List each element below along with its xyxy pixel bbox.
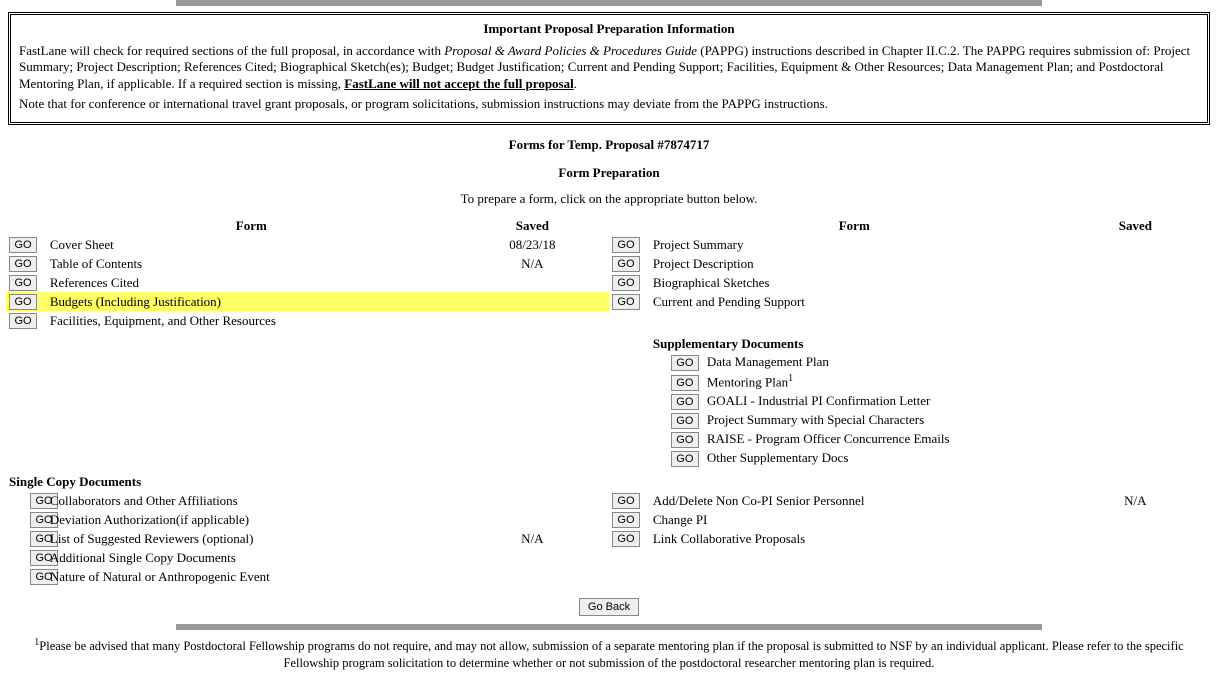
go-button[interactable]: GO: [671, 375, 699, 391]
go-button[interactable]: GO: [612, 294, 640, 310]
form-label: Facilities, Equipment, and Other Resourc…: [47, 311, 456, 330]
form-label: Project Summary: [650, 235, 1059, 254]
form-label: Cover Sheet: [47, 235, 456, 254]
instruction-text: To prepare a form, click on the appropri…: [6, 191, 1212, 207]
go-button[interactable]: GO: [612, 512, 640, 528]
form-header-right: Form: [650, 217, 1059, 235]
info-p1-italic: Proposal & Award Policies & Procedures G…: [444, 43, 697, 58]
saved-value: [1059, 254, 1212, 273]
saved-value: [456, 510, 609, 529]
saved-header-right: Saved: [1059, 217, 1212, 235]
single-copy-documents-heading: Single Copy Documents: [6, 468, 609, 491]
form-label: Table of Contents: [47, 254, 456, 273]
go-button[interactable]: GO: [9, 237, 37, 253]
form-label: Change PI: [650, 510, 1059, 529]
bottom-divider: [176, 624, 1042, 630]
top-divider: [176, 0, 1042, 6]
form-header-left: Form: [47, 217, 456, 235]
go-button[interactable]: GO: [612, 275, 640, 291]
go-button[interactable]: GO: [671, 451, 699, 467]
info-p1-underline: FastLane will not accept the full propos…: [344, 76, 573, 91]
saved-value: [456, 311, 609, 330]
info-box: Important Proposal Preparation Informati…: [8, 12, 1210, 125]
form-label: Budgets (Including Justification): [47, 292, 456, 311]
saved-value: [1059, 235, 1212, 254]
go-button[interactable]: GO: [671, 413, 699, 429]
saved-value: [456, 491, 609, 510]
go-button[interactable]: GO: [671, 394, 699, 410]
form-label: GORAISE - Program Officer Concurrence Em…: [650, 430, 1059, 449]
saved-header-left: Saved: [456, 217, 609, 235]
go-button[interactable]: GO: [9, 256, 37, 272]
forms-title: Forms for Temp. Proposal #7874717: [6, 137, 1212, 153]
footnote-text: Please be advised that many Postdoctoral…: [39, 639, 1183, 669]
saved-value: [1059, 292, 1212, 311]
info-p1-a: FastLane will check for required section…: [19, 43, 444, 58]
go-button[interactable]: GO: [612, 256, 640, 272]
saved-value: [1059, 273, 1212, 292]
form-label: Biographical Sketches: [650, 273, 1059, 292]
form-label: Collaborators and Other Affiliations: [47, 491, 456, 510]
form-label: GOData Management Plan: [650, 353, 1059, 372]
saved-value: N/A: [1059, 491, 1212, 510]
form-label: GOOther Supplementary Docs: [650, 449, 1059, 468]
form-label: Project Description: [650, 254, 1059, 273]
saved-value: [1059, 510, 1212, 529]
info-paragraph-2: Note that for conference or internationa…: [19, 96, 1199, 112]
saved-value: [456, 548, 609, 567]
info-title: Important Proposal Preparation Informati…: [19, 21, 1199, 37]
saved-value: 08/23/18: [456, 235, 609, 254]
form-label: GOProject Summary with Special Character…: [650, 411, 1059, 430]
saved-value: N/A: [456, 254, 609, 273]
go-button[interactable]: GO: [612, 237, 640, 253]
form-label: Link Collaborative Proposals: [650, 529, 1059, 548]
form-label: GOGOALI - Industrial PI Confirmation Let…: [650, 392, 1059, 411]
supplementary-documents-heading: Supplementary Documents: [650, 330, 1059, 353]
go-back-button[interactable]: Go Back: [579, 598, 639, 616]
go-button[interactable]: GO: [612, 493, 640, 509]
forms-table: Form Saved Form Saved GO Cover Sheet08/23…: [6, 217, 1212, 586]
saved-value: [456, 273, 609, 292]
form-label: Add/Delete Non Co-PI Senior Personnel: [650, 491, 1059, 510]
form-label: Current and Pending Support: [650, 292, 1059, 311]
form-label: References Cited: [47, 273, 456, 292]
saved-value: [456, 292, 609, 311]
saved-value: [1059, 529, 1212, 548]
info-p1-c: .: [574, 76, 577, 91]
form-label: GOMentoring Plan1: [650, 372, 1059, 392]
saved-value: [456, 567, 609, 586]
footnote: 1Please be advised that many Postdoctora…: [6, 636, 1212, 671]
form-label: List of Suggested Reviewers (optional): [47, 529, 456, 548]
go-button[interactable]: GO: [9, 275, 37, 291]
go-button[interactable]: GO: [671, 432, 699, 448]
form-preparation-heading: Form Preparation: [6, 165, 1212, 181]
go-button[interactable]: GO: [612, 531, 640, 547]
go-button[interactable]: GO: [9, 294, 37, 310]
form-label: Deviation Authorization(if applicable): [47, 510, 456, 529]
saved-value: N/A: [456, 529, 609, 548]
form-label: Additional Single Copy Documents: [47, 548, 456, 567]
info-paragraph-1: FastLane will check for required section…: [19, 43, 1199, 92]
go-button[interactable]: GO: [671, 355, 699, 371]
go-button[interactable]: GO: [9, 313, 37, 329]
form-label: Nature of Natural or Anthropogenic Event: [47, 567, 456, 586]
